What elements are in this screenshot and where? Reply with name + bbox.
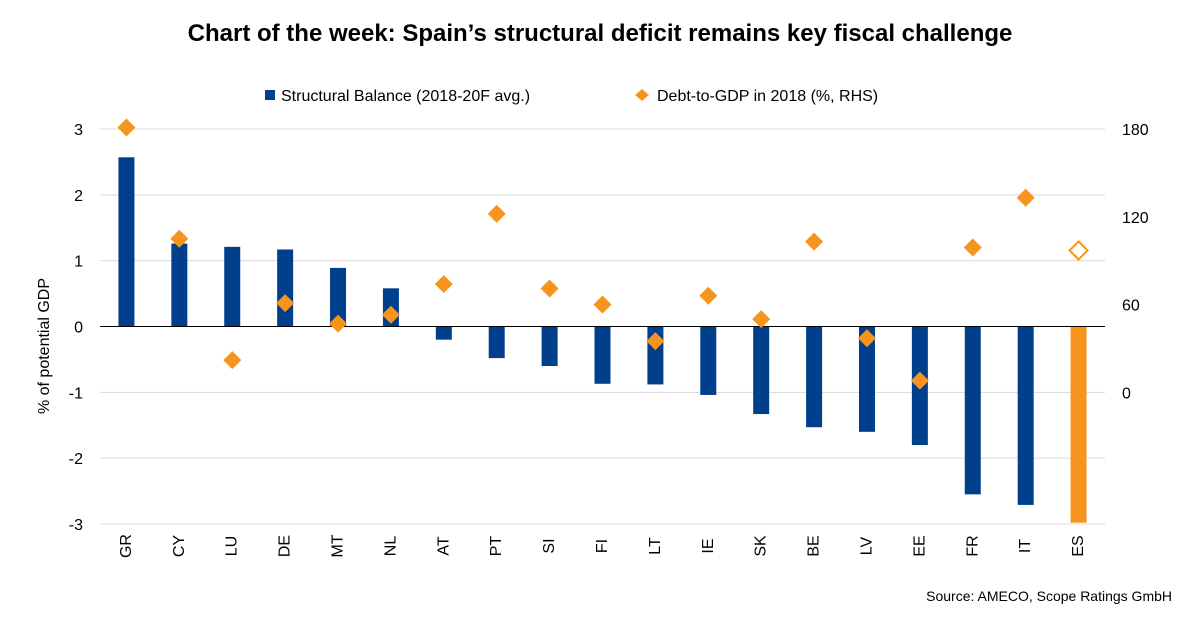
- legend-bar-label: Structural Balance (2018-20F avg.): [281, 88, 530, 105]
- diamond-si: [540, 279, 559, 298]
- bar-fr: [964, 326, 981, 495]
- diamond-ee: [910, 371, 929, 390]
- bar-at: [435, 326, 452, 340]
- y-left-tick-label: -1: [69, 385, 83, 402]
- tick-labels: 3 2 1 0 -1 -2 -3 180 120 60 0 GR CY LU DE MT NL AT PT SI FI L…: [69, 122, 1149, 558]
- diamond-mt: [329, 314, 348, 333]
- bar-gr: [118, 157, 135, 327]
- x-tick-label: FR: [964, 535, 981, 556]
- legend-diamond-label: Debt-to-GDP in 2018 (%, RHS): [657, 88, 878, 105]
- x-tick-label: NL: [382, 536, 399, 557]
- diamond-gr: [117, 118, 136, 137]
- y-axis-label: % of potential GDP: [36, 278, 53, 414]
- diamond-be: [805, 232, 824, 251]
- diamond-it: [1016, 188, 1035, 207]
- x-tick-label: EE: [911, 535, 928, 556]
- x-tick-label: LU: [224, 536, 241, 556]
- y-left-tick-label: 0: [74, 320, 83, 337]
- x-tick-label: LV: [858, 536, 875, 555]
- bar-it: [1017, 326, 1034, 505]
- diamond-fr: [963, 238, 982, 257]
- y-left-tick-label: 3: [74, 122, 83, 139]
- y-right-tick-label: 120: [1122, 210, 1149, 227]
- bar-lu: [224, 246, 241, 327]
- legend: Structural Balance (2018-20F avg.) Debt-…: [265, 88, 878, 105]
- x-tick-label: BE: [806, 535, 823, 556]
- x-tick-label: SI: [541, 538, 558, 553]
- x-tick-label: ES: [1070, 535, 1087, 556]
- bar-sk: [753, 326, 770, 415]
- y-right-tick-label: 0: [1122, 385, 1131, 402]
- diamond-es: [1068, 240, 1089, 261]
- y-left-tick-label: 2: [74, 188, 83, 205]
- marker-series: [117, 118, 1089, 390]
- source-note: Source: AMECO, Scope Ratings GmbH: [926, 588, 1172, 604]
- diamond-pt: [487, 204, 506, 223]
- bar-mt: [330, 267, 347, 327]
- bar-lv: [858, 326, 875, 432]
- diamond-at: [434, 275, 453, 294]
- bar-cy: [171, 243, 188, 327]
- bar-pt: [488, 326, 505, 359]
- x-tick-label: FI: [594, 539, 611, 553]
- x-tick-label: CY: [171, 535, 188, 558]
- y-left-tick-label: 1: [74, 254, 83, 271]
- y-right-tick-label: 60: [1122, 298, 1140, 315]
- diamond-sk: [752, 310, 771, 329]
- diamond-lv: [857, 329, 876, 348]
- x-tick-label: SK: [753, 535, 770, 557]
- legend-bar-swatch: [265, 90, 275, 100]
- bar-de: [277, 249, 294, 327]
- bar-series: [118, 157, 1087, 523]
- legend-diamond-swatch: [635, 89, 649, 101]
- bar-es: [1070, 326, 1087, 523]
- x-tick-label: IT: [1017, 539, 1034, 553]
- diamond-lt: [646, 332, 665, 351]
- y-right-tick-label: 180: [1122, 122, 1149, 139]
- diamond-de: [276, 294, 295, 313]
- x-tick-label: IE: [700, 538, 717, 553]
- x-tick-label: DE: [277, 535, 294, 557]
- x-tick-label: LT: [647, 537, 664, 555]
- chart-title: Chart of the week: Spain’s structural de…: [187, 20, 1013, 47]
- diamond-nl: [381, 305, 400, 324]
- diamond-cy: [170, 229, 189, 248]
- bar-ie: [700, 326, 717, 395]
- bar-si: [541, 326, 558, 366]
- diamond-lu: [223, 351, 242, 370]
- y-left-tick-label: -2: [69, 451, 83, 468]
- gridlines: [100, 128, 1105, 525]
- bar-fi: [594, 326, 611, 384]
- bar-be: [806, 326, 823, 428]
- diamond-ie: [699, 286, 718, 305]
- x-tick-label: MT: [330, 534, 347, 557]
- x-tick-label: PT: [488, 536, 505, 557]
- x-tick-label: GR: [118, 534, 135, 558]
- y-left-tick-label: -3: [69, 517, 83, 534]
- diamond-fi: [593, 295, 612, 314]
- x-tick-label: AT: [435, 536, 452, 555]
